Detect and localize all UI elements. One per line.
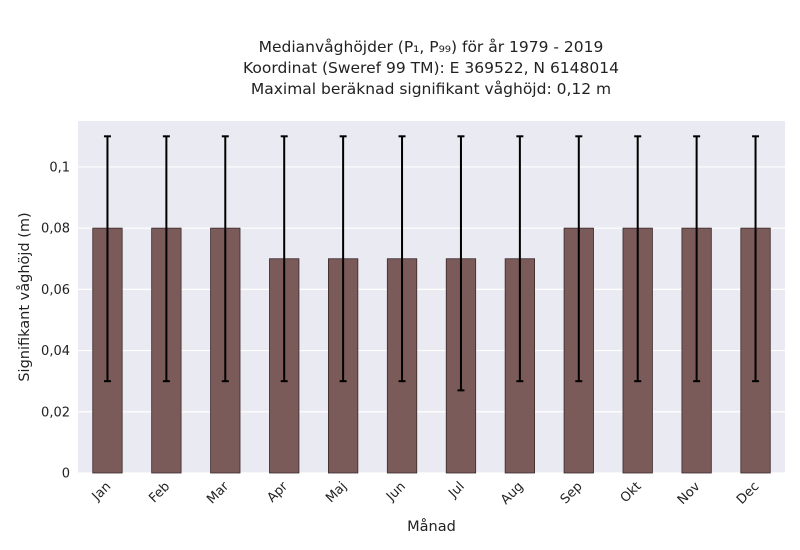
chart-title-line: Medianvåghöjder (P₁, P₉₉) för år 1979 - …	[259, 38, 604, 56]
error-bar-jun	[398, 135, 406, 383]
x-tick-label: Sep	[558, 479, 586, 507]
error-bar-aug	[516, 135, 524, 383]
x-tick-label: Nov	[675, 479, 704, 508]
y-tick-label: 0	[62, 467, 70, 482]
y-axis-ticks: 0 0,02 0,04 0,06 0,08 0,1	[41, 160, 70, 481]
y-tick-label: 0,06	[41, 283, 70, 298]
x-axis-ticks: Jan Feb Mar Apr Maj Jun Jul Aug Sep Okt Nov Dec	[89, 479, 763, 508]
y-tick-label: 0,08	[41, 222, 70, 237]
x-tick-label: Aug	[498, 479, 527, 508]
x-tick-label: Dec	[734, 479, 762, 507]
chart-title: Medianvåghöjder (P₁, P₉₉) för år 1979 - …	[243, 38, 619, 98]
error-bar-dec	[752, 135, 760, 383]
error-bar-feb	[162, 135, 170, 383]
error-bar-maj	[339, 135, 347, 383]
grid-lines	[78, 166, 785, 474]
error-bar-okt	[634, 135, 642, 383]
x-tick-label: Feb	[146, 479, 173, 506]
x-axis-label: Månad	[407, 518, 456, 535]
error-bar-apr	[280, 135, 288, 383]
error-bar-sep	[575, 135, 583, 383]
error-bar-mar	[221, 135, 229, 383]
x-tick-label: Jun	[383, 479, 409, 505]
x-tick-label: Jan	[89, 479, 114, 504]
x-tick-label: Mar	[204, 479, 232, 507]
error-bar-jul	[457, 135, 465, 392]
y-tick-label: 0,04	[41, 344, 70, 359]
y-tick-label: 0,1	[49, 160, 70, 175]
y-tick-label: 0,02	[41, 405, 70, 420]
plot-area	[78, 121, 785, 473]
error-bar-nov	[693, 135, 701, 383]
x-tick-label: Maj	[323, 479, 350, 506]
y-axis-label: Signifikant våghöjd (m)	[16, 212, 33, 381]
chart-title-line: Koordinat (Sweref 99 TM): E 369522, N 61…	[243, 59, 619, 77]
x-tick-label: Okt	[618, 479, 645, 506]
x-tick-label: Jul	[445, 479, 467, 501]
error-bars	[103, 135, 760, 392]
chart-title-line: Maximal beräknad signifikant våghöjd: 0,…	[251, 80, 611, 98]
x-tick-label: Apr	[265, 479, 292, 506]
error-bar-jan	[103, 135, 111, 383]
